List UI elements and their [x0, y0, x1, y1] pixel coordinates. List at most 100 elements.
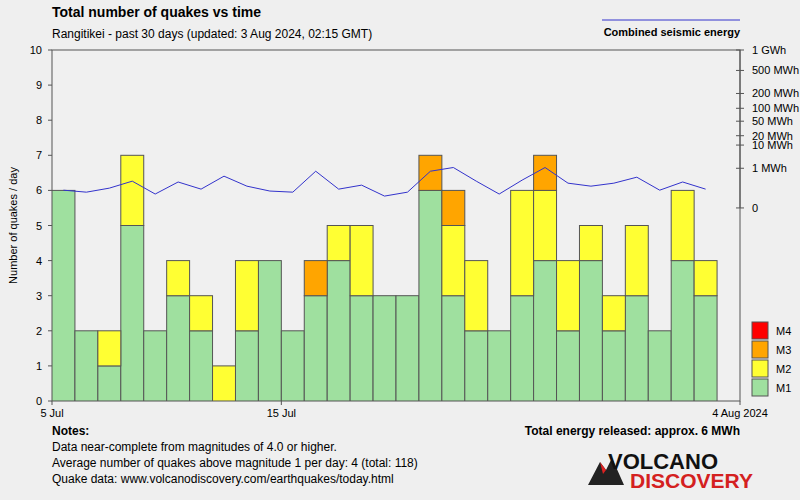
legend-swatch [752, 360, 768, 377]
bar [235, 260, 258, 261]
bar [235, 331, 258, 401]
bar [327, 261, 350, 401]
bar [488, 330, 511, 331]
y-tick [48, 260, 52, 261]
legend-swatch [752, 379, 768, 396]
y2-tick [736, 145, 744, 146]
y-tick [48, 50, 52, 51]
title: Total number of quakes vs time [52, 4, 261, 20]
y2-tick-label: 10 MWh [752, 139, 793, 151]
legend-label: M3 [776, 344, 791, 356]
bar [579, 261, 602, 401]
bar [281, 331, 304, 401]
bar [327, 225, 350, 226]
bar [190, 296, 213, 331]
bar [694, 260, 717, 261]
bar [465, 261, 488, 331]
bar [648, 330, 671, 331]
bar [419, 155, 442, 190]
bar [327, 225, 350, 226]
y-tick [48, 295, 52, 296]
legend-swatch [752, 341, 768, 358]
bar [534, 190, 557, 260]
y-tick-label: 8 [36, 114, 42, 126]
bar [625, 225, 648, 226]
x-tick-label: 15 Jul [267, 407, 296, 419]
legend-swatch [752, 322, 768, 339]
bar [602, 295, 625, 296]
y2-tick-label: 1 MWh [752, 162, 787, 174]
y-tick-label: 9 [36, 79, 42, 91]
bar [373, 295, 396, 296]
energy-line [63, 168, 705, 197]
y-tick-label: 1 [36, 360, 42, 372]
bar [75, 330, 98, 331]
bar [373, 296, 396, 401]
bar [52, 190, 75, 401]
y-tick-label: 7 [36, 149, 42, 161]
bar [557, 261, 580, 331]
y-tick-label: 2 [36, 325, 42, 337]
bar [167, 261, 190, 296]
bar [602, 296, 625, 331]
legend-label: M4 [776, 325, 791, 337]
bar [648, 330, 671, 331]
bar [121, 226, 144, 402]
bar [75, 331, 98, 401]
bar [121, 155, 144, 156]
y-tick [48, 225, 52, 226]
bar [121, 155, 144, 225]
bar [511, 190, 534, 295]
bar [671, 190, 694, 191]
legend-label: M1 [776, 382, 791, 394]
bar [258, 260, 281, 261]
subtitle: Rangitikei - past 30 days (updated: 3 Au… [52, 27, 372, 41]
bar [258, 260, 281, 261]
y2-tick-label: 100 MWh [752, 102, 799, 114]
y2-tick-label: 500 MWh [752, 64, 799, 76]
bar [350, 296, 373, 401]
bar [717, 401, 740, 402]
y2-tick [736, 70, 744, 71]
bar [488, 331, 511, 401]
y-axis-label: Number of quakes / day [7, 167, 19, 284]
bar [534, 261, 557, 401]
plot-marks [52, 155, 717, 401]
y-tick-label: 10 [30, 44, 42, 56]
y2-tick [736, 50, 744, 51]
y-tick [48, 330, 52, 331]
legend-line [602, 20, 740, 21]
y2-tick [736, 168, 744, 169]
bar [671, 190, 694, 191]
x-tick [740, 401, 741, 405]
y-tick [48, 190, 52, 191]
note: Quake data: www.volcanodiscovery.com/ear… [52, 472, 394, 486]
bar [625, 296, 648, 401]
bar [557, 260, 580, 261]
bar [442, 296, 465, 401]
bar [167, 296, 190, 401]
bar [281, 330, 304, 331]
total-energy: Total energy released: approx. 6 MWh [525, 424, 740, 438]
bar [190, 295, 213, 296]
y2-tick-label: 1 GWh [752, 44, 786, 56]
bar [442, 190, 465, 225]
bar [144, 330, 167, 331]
bar [98, 330, 121, 331]
bar [235, 260, 258, 261]
chart: Total number of quakes vs time Rangitikei… [0, 0, 800, 500]
bar [98, 331, 121, 366]
bar [534, 155, 557, 156]
bar [373, 295, 396, 296]
bar [717, 401, 740, 402]
bar [648, 330, 671, 331]
y2-tick [736, 108, 744, 109]
y-tick-label: 4 [36, 255, 42, 267]
bar [557, 260, 580, 261]
bar [213, 366, 236, 401]
bar [442, 190, 465, 191]
logo-text: DISCOVERY [630, 469, 753, 492]
bar [167, 260, 190, 261]
x-tick [281, 401, 282, 405]
y2-axis [740, 50, 741, 208]
